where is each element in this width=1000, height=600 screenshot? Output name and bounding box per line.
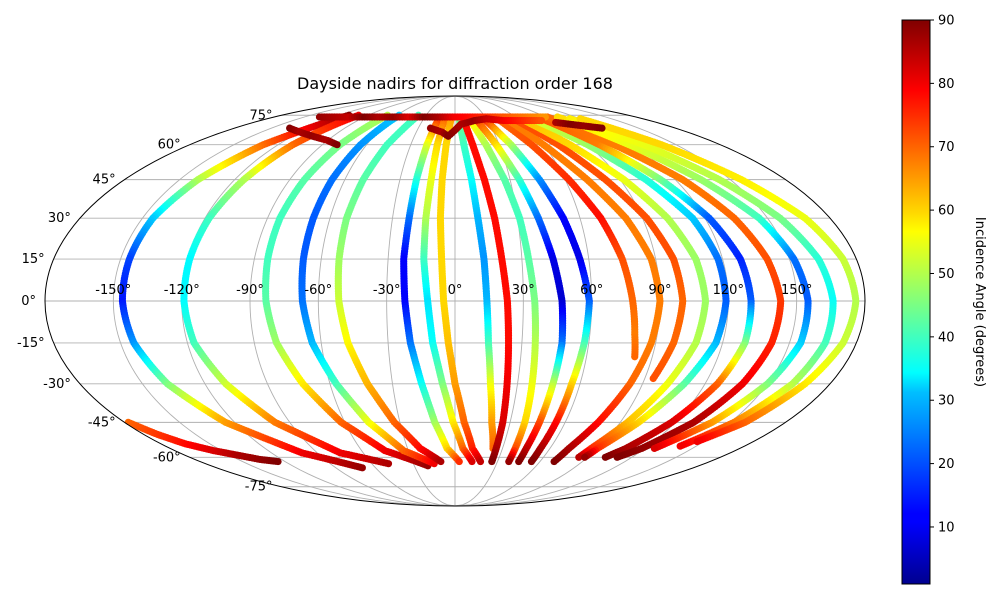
data-point bbox=[527, 457, 536, 466]
data-point bbox=[333, 141, 341, 149]
lat-tick-label: -30° bbox=[43, 377, 71, 392]
chart-title: Dayside nadirs for diffraction order 168 bbox=[297, 74, 613, 93]
lon-tick-label: 0° bbox=[448, 283, 463, 298]
lon-tick-label: 150° bbox=[781, 283, 812, 298]
lat-tick-label: -60° bbox=[153, 450, 181, 465]
lat-tick-label: 45° bbox=[93, 173, 116, 188]
colorbar-tick-label: 80 bbox=[938, 77, 955, 92]
lat-tick-label: -75° bbox=[245, 480, 273, 495]
lat-tick-label: 30° bbox=[48, 211, 71, 226]
data-point bbox=[437, 457, 445, 466]
data-point bbox=[274, 457, 282, 466]
lat-tick-label: 15° bbox=[22, 252, 45, 267]
lon-tick-label: 120° bbox=[713, 283, 744, 298]
lon-tick-label: -150° bbox=[95, 283, 131, 298]
colorbar-label: Incidence Angle (degrees) bbox=[972, 217, 987, 387]
data-point bbox=[631, 353, 639, 361]
data-point bbox=[488, 457, 496, 466]
colorbar-ticks: 10 20 30 40 50 60 70 80 90 bbox=[930, 14, 955, 536]
lon-tick-label: -120° bbox=[164, 283, 200, 298]
colorbar-tick-label: 20 bbox=[938, 457, 955, 472]
data-point bbox=[468, 457, 476, 466]
data-point bbox=[598, 124, 606, 132]
lon-gridline bbox=[454, 96, 798, 506]
lon-tick-label: -30° bbox=[373, 283, 401, 298]
lon-tick-label: -60° bbox=[304, 283, 332, 298]
lat-tick-label: -45° bbox=[88, 415, 116, 430]
data-point bbox=[455, 457, 463, 466]
colorbar bbox=[901, 19, 931, 585]
colorbar-tick-label: 40 bbox=[938, 330, 955, 345]
data-point bbox=[358, 464, 366, 472]
data-points bbox=[118, 111, 860, 472]
colorbar-tick-label: 70 bbox=[938, 140, 955, 155]
lon-tick-label: 90° bbox=[648, 283, 671, 298]
data-point bbox=[613, 453, 621, 461]
lon-tick-label: 30° bbox=[512, 283, 535, 298]
data-point bbox=[537, 116, 546, 125]
data-point bbox=[693, 437, 701, 446]
data-point bbox=[550, 457, 558, 466]
data-point bbox=[505, 457, 513, 466]
data-point bbox=[649, 374, 657, 383]
lat-tick-label: 75° bbox=[249, 108, 272, 123]
data-point bbox=[384, 460, 393, 468]
colorbar-tick-label: 90 bbox=[938, 14, 955, 29]
colorbar-tick-label: 50 bbox=[938, 267, 955, 282]
gridlines bbox=[45, 96, 865, 506]
lat-tick-label: 0° bbox=[21, 294, 36, 309]
colorbar-tick-label: 30 bbox=[938, 394, 955, 409]
lat-tick-label: -15° bbox=[17, 336, 45, 351]
data-point bbox=[515, 457, 523, 466]
latitude-tick-labels: 75° 60° 45° 30° 15° 0° -15° -30° -45° -60° -75° bbox=[17, 108, 273, 494]
lat-tick-label: 60° bbox=[158, 138, 181, 153]
lon-tick-label: 60° bbox=[580, 283, 603, 298]
data-point bbox=[676, 442, 684, 450]
data-point bbox=[476, 457, 485, 466]
data-point bbox=[581, 453, 589, 461]
colorbar-tick-label: 60 bbox=[938, 204, 955, 219]
data-point bbox=[601, 453, 609, 461]
colorbar-tick-label: 10 bbox=[938, 521, 955, 536]
lon-tick-label: -90° bbox=[236, 283, 264, 298]
data-point bbox=[650, 444, 659, 453]
